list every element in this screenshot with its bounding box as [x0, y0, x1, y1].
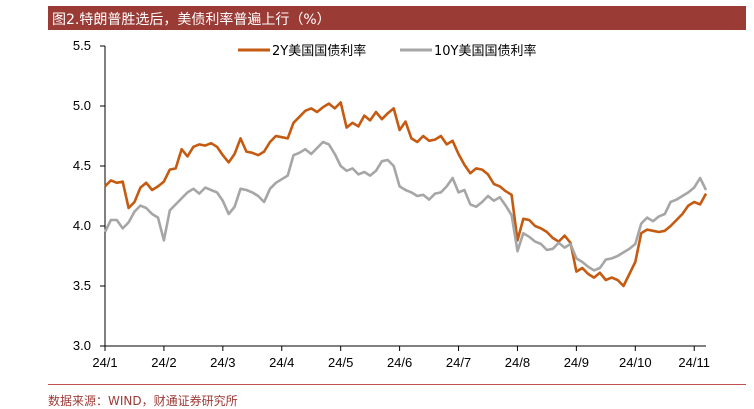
- x-tick-label: 24/11: [678, 355, 710, 370]
- legend-item-2y: 2Y美国国债利率: [238, 43, 366, 59]
- legend-item-10y: 10Y美国国债利率: [400, 43, 536, 59]
- x-tick-label: 24/3: [210, 355, 235, 370]
- chart-title: 图2.特朗普胜选后，美债利率普遍上行（%）: [52, 12, 331, 28]
- legend-label: 2Y美国国债利率: [272, 43, 366, 59]
- y-tick-label: 4.5: [73, 158, 91, 173]
- x-tick-label: 24/7: [446, 355, 471, 370]
- series-line-10y: [103, 140, 708, 272]
- y-tick-label: 5.0: [73, 98, 91, 113]
- x-tick-label: 24/8: [505, 355, 530, 370]
- x-tick-label: 24/10: [619, 355, 652, 370]
- x-tick-label: 24/5: [328, 355, 353, 370]
- title-bar: 图2.特朗普胜选后，美债利率普遍上行（%）: [48, 6, 746, 30]
- y-tick-label: 5.5: [73, 38, 91, 53]
- source-note: 数据来源：WIND，财通证券研究所: [48, 394, 238, 408]
- x-tick-label: 24/4: [269, 355, 294, 370]
- series-line-2y: [104, 101, 708, 288]
- legend: 2Y美国国债利率 10Y美国国债利率: [238, 43, 536, 59]
- axes: 3.0 3.5 4.0 4.5 5.0 5.5 24/1 24/2 24/3 24/4 24/5 24…: [73, 38, 710, 370]
- y-tick-label: 4.0: [73, 218, 91, 233]
- x-tick-label: 24/1: [92, 355, 117, 370]
- x-tick-label: 24/6: [387, 355, 412, 370]
- y-tick-label: 3.0: [73, 338, 91, 353]
- y-tick-label: 3.5: [73, 278, 91, 293]
- x-tick-label: 24/2: [151, 355, 176, 370]
- legend-label: 10Y美国国债利率: [434, 43, 536, 59]
- series-lines: [103, 101, 708, 288]
- x-tick-label: 24/9: [564, 355, 589, 370]
- line-chart: 3.0 3.5 4.0 4.5 5.0 5.5 24/1 24/2 24/3 24/4 24/5 24…: [73, 38, 710, 370]
- source-divider: [48, 384, 746, 385]
